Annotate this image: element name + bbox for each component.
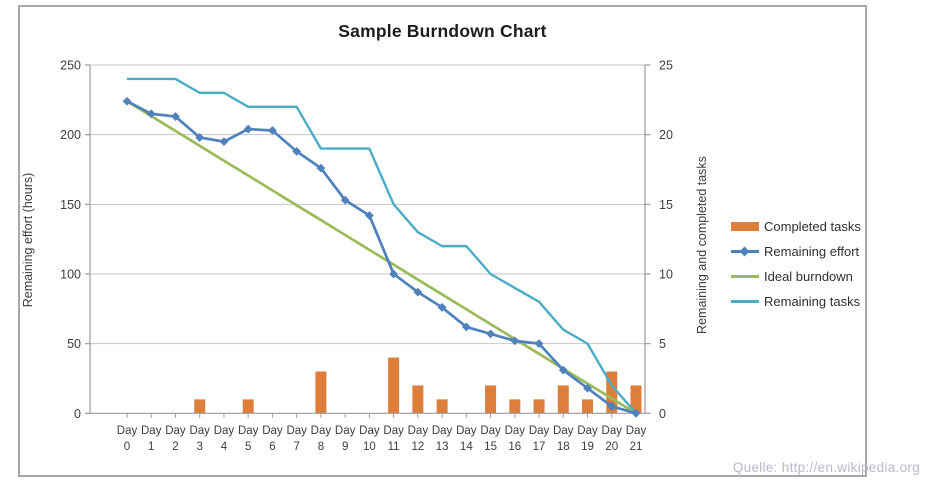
bars-completed-tasks	[194, 357, 642, 414]
axes	[85, 64, 651, 418]
svg-text:11: 11	[388, 441, 400, 453]
svg-text:Day: Day	[262, 425, 283, 437]
line-remaining-effort	[126, 100, 637, 415]
svg-text:14: 14	[460, 441, 473, 453]
legend-label: Remaining tasks	[764, 294, 861, 309]
svg-text:Day: Day	[456, 425, 477, 437]
legend-label: Ideal burndown	[764, 269, 853, 284]
svg-text:9: 9	[342, 441, 348, 453]
svg-text:Day: Day	[359, 425, 380, 437]
svg-text:Day: Day	[189, 425, 210, 437]
source-watermark: Quelle: http://en.wikipedia.org	[732, 460, 920, 475]
legend-item-completed-tasks: Completed tasks	[731, 214, 861, 239]
legend: Completed tasks Remaining effort Ideal b…	[731, 214, 861, 314]
remaining-effort-markers	[122, 96, 641, 418]
svg-text:Day: Day	[432, 425, 453, 437]
svg-text:Day: Day	[577, 425, 598, 437]
legend-item-remaining-tasks: Remaining tasks	[731, 289, 861, 314]
svg-text:20: 20	[659, 128, 673, 142]
svg-text:0: 0	[124, 441, 130, 453]
svg-text:Day: Day	[335, 425, 356, 437]
svg-text:16: 16	[508, 441, 521, 453]
svg-text:10: 10	[659, 267, 673, 281]
svg-text:6: 6	[269, 441, 275, 453]
svg-text:2: 2	[172, 441, 178, 453]
svg-text:13: 13	[436, 441, 449, 453]
svg-text:7: 7	[293, 441, 299, 453]
svg-text:Day: Day	[117, 425, 138, 437]
svg-text:100: 100	[60, 267, 81, 281]
svg-text:17: 17	[533, 441, 546, 453]
svg-text:25: 25	[659, 59, 673, 73]
legend-item-ideal-burndown: Ideal burndown	[731, 264, 861, 289]
svg-text:19: 19	[581, 441, 594, 453]
gridlines	[90, 64, 645, 345]
svg-text:15: 15	[484, 441, 497, 453]
svg-text:18: 18	[557, 441, 570, 453]
svg-text:10: 10	[363, 441, 376, 453]
remaining-tasks-line-swatch-icon	[731, 300, 759, 303]
svg-text:Day: Day	[165, 425, 186, 437]
svg-text:250: 250	[60, 59, 81, 73]
svg-text:Day: Day	[238, 425, 259, 437]
svg-text:15: 15	[659, 198, 673, 212]
svg-text:Day: Day	[626, 425, 647, 437]
svg-text:150: 150	[60, 198, 81, 212]
svg-text:50: 50	[67, 337, 81, 351]
svg-text:Day: Day	[505, 425, 526, 437]
svg-text:Day: Day	[602, 425, 623, 437]
completed-tasks-bar-swatch-icon	[731, 222, 759, 231]
svg-text:0: 0	[659, 407, 666, 421]
svg-text:21: 21	[630, 441, 643, 453]
svg-text:Day: Day	[214, 425, 235, 437]
svg-text:Day: Day	[529, 425, 550, 437]
svg-text:4: 4	[221, 441, 228, 453]
remaining-effort-line-swatch-icon	[731, 246, 759, 257]
svg-text:5: 5	[245, 441, 251, 453]
svg-text:Day: Day	[141, 425, 162, 437]
svg-text:Day: Day	[408, 425, 429, 437]
legend-label: Completed tasks	[764, 219, 861, 234]
ideal-burndown-line-swatch-icon	[731, 275, 759, 278]
chart-frame	[18, 5, 867, 477]
svg-text:Day: Day	[311, 425, 332, 437]
svg-text:8: 8	[318, 441, 324, 453]
svg-text:20: 20	[605, 441, 618, 453]
svg-text:Day: Day	[383, 425, 404, 437]
svg-text:200: 200	[60, 128, 81, 142]
svg-text:Day: Day	[553, 425, 574, 437]
svg-text:5: 5	[659, 337, 666, 351]
svg-text:12: 12	[411, 441, 424, 453]
left-axis-tick-labels: 0 50 100 150 200 250	[60, 59, 81, 421]
line-ideal-burndown	[126, 100, 637, 415]
right-axis-tick-labels: 0 5 10 15 20 25	[659, 59, 673, 421]
svg-text:3: 3	[197, 441, 203, 453]
svg-text:Day: Day	[286, 425, 307, 437]
line-remaining-tasks	[127, 77, 637, 415]
legend-label: Remaining effort	[764, 244, 860, 259]
svg-text:1: 1	[148, 441, 154, 453]
legend-item-remaining-effort: Remaining effort	[731, 239, 861, 264]
chart-title: Sample Burndown Chart	[338, 21, 547, 41]
svg-text:0: 0	[74, 407, 81, 421]
x-axis-tick-labels: Day 0 Day 1 Day 2 Day 3 Day 4 Day 5 Day 6 Day 7 Day 8 Day 9…	[117, 425, 647, 453]
svg-text:Day: Day	[480, 425, 501, 437]
